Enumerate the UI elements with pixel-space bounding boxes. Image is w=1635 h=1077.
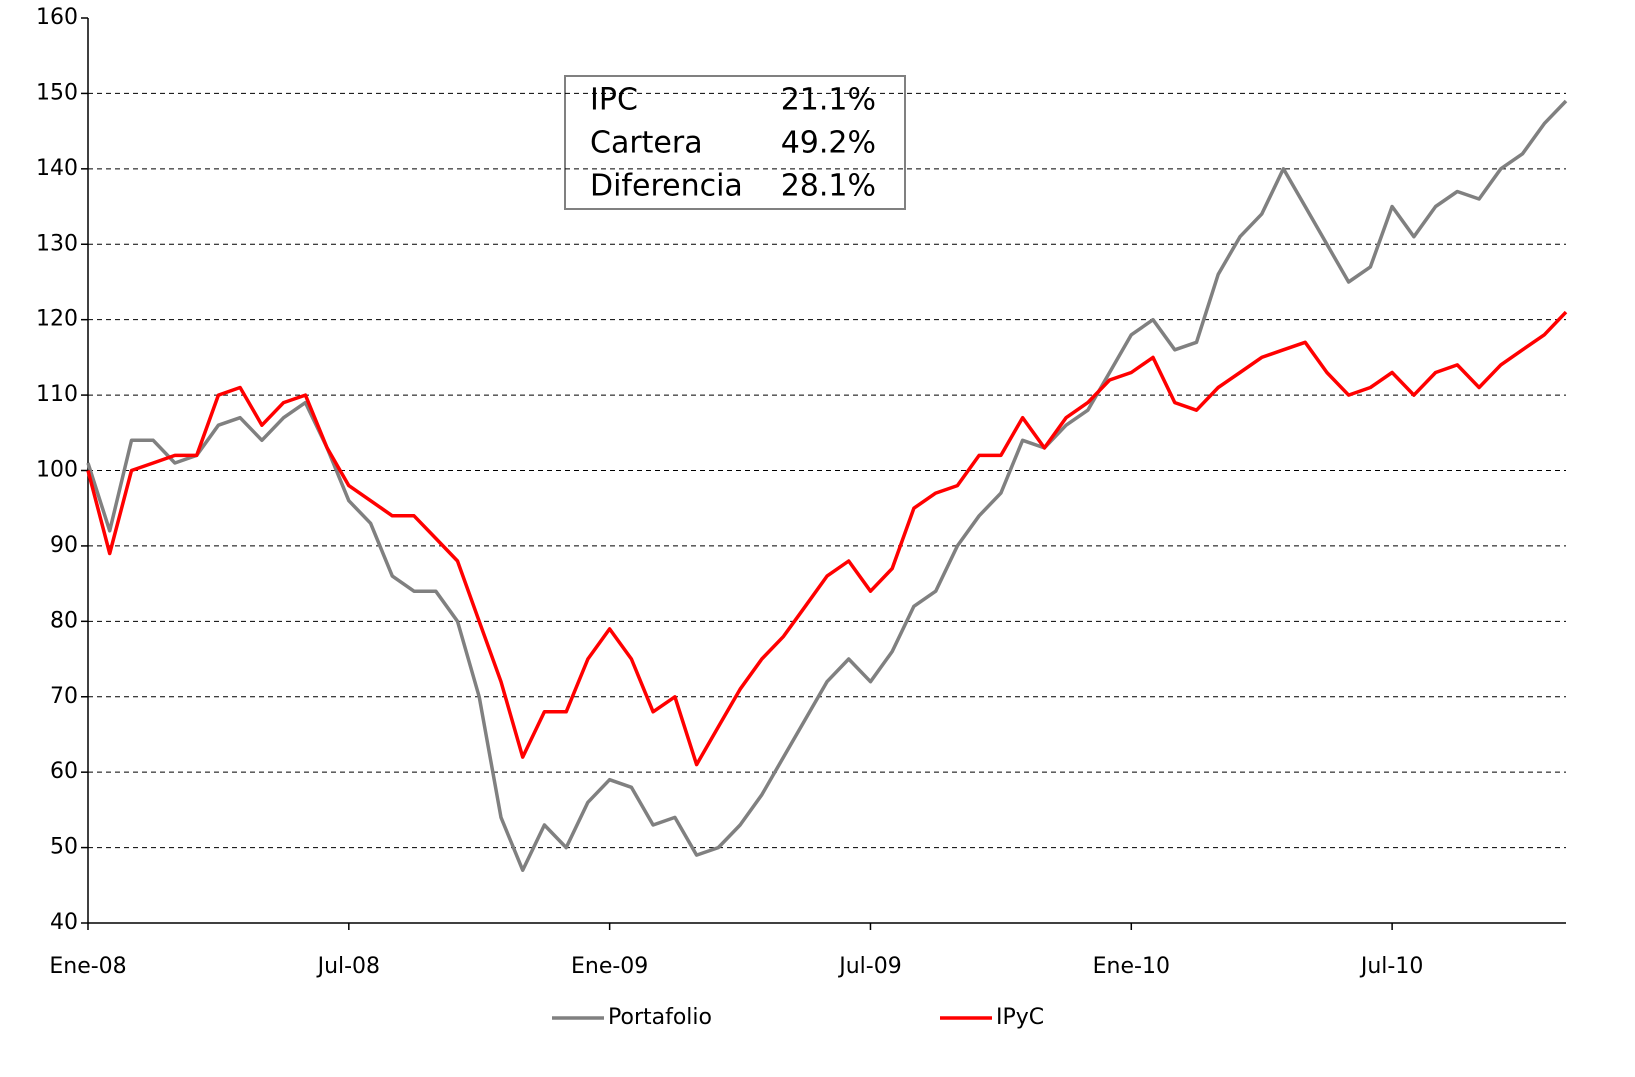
annotation-value: 28.1%: [781, 169, 876, 204]
annotation-box: [564, 75, 906, 210]
annotation-value: 49.2%: [781, 126, 876, 161]
y-tick-label: 140: [36, 156, 78, 181]
x-tick-label: Ene-10: [1093, 954, 1170, 979]
annotation-value: 21.1%: [781, 83, 876, 118]
legend-label: Portafolio: [608, 1005, 712, 1030]
y-tick-label: 130: [36, 231, 78, 256]
series-line: [86, 310, 1568, 767]
x-tick-label: Ene-08: [49, 954, 126, 979]
annotation-label: IPC: [590, 83, 638, 118]
y-tick-label: 40: [50, 910, 78, 935]
series-line: [86, 99, 1568, 872]
y-tick-label: 50: [50, 835, 78, 860]
y-tick-label: 160: [36, 5, 78, 30]
y-tick-label: 60: [50, 759, 78, 784]
annotation-label: Cartera: [590, 126, 703, 161]
x-tick-label: Jul-08: [316, 954, 380, 979]
y-tick-label: 90: [50, 533, 78, 558]
x-tick-label: Jul-09: [837, 954, 901, 979]
y-tick-label: 80: [50, 608, 78, 633]
y-tick-label: 100: [36, 458, 78, 483]
y-tick-label: 150: [36, 80, 78, 105]
y-tick-label: 120: [36, 307, 78, 332]
y-tick-label: 110: [36, 382, 78, 407]
x-tick-label: Jul-10: [1359, 954, 1423, 979]
annotation-label: Diferencia: [590, 169, 743, 204]
legend-label: IPyC: [996, 1005, 1044, 1030]
y-tick-label: 70: [50, 684, 78, 709]
x-tick-label: Ene-09: [571, 954, 648, 979]
